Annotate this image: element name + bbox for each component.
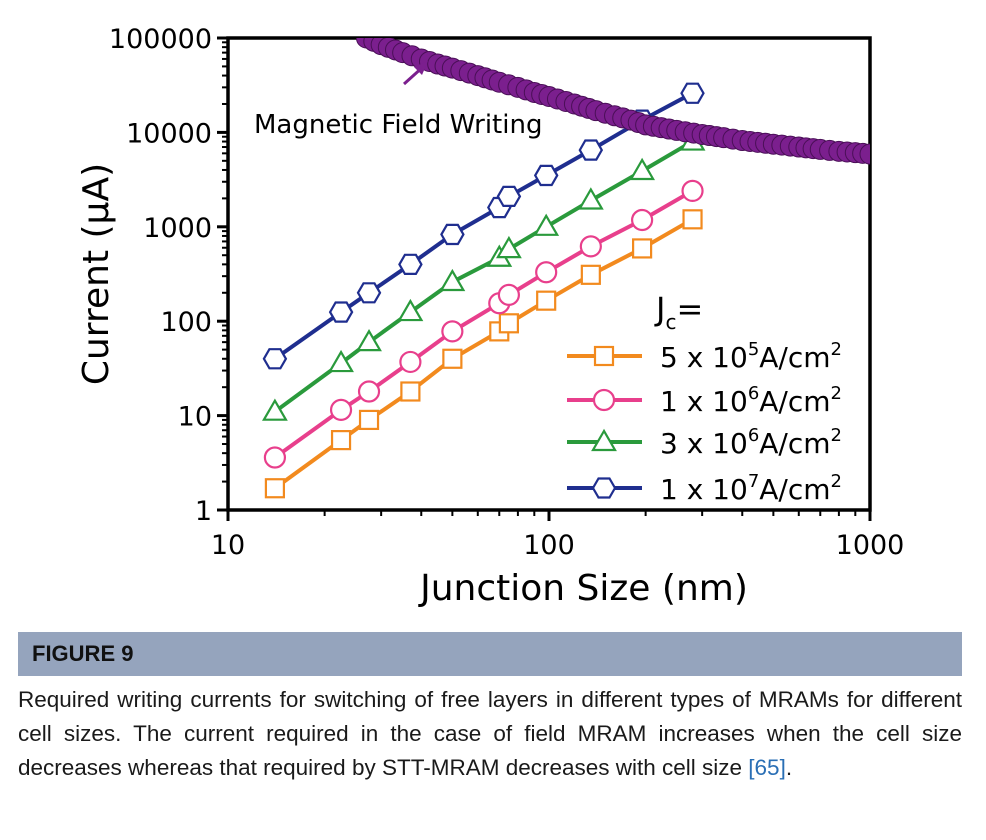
legend-title-subscript: c [665,310,676,334]
data-point [439,268,466,292]
data-point [498,313,519,334]
legend-label-part: A/cm [759,385,830,418]
data-point [441,320,464,343]
x-tick-label: 1000 [836,530,905,561]
data-point [632,238,653,259]
data-point [579,235,602,258]
data-point [397,298,424,322]
data-point [535,261,558,284]
data-point [263,446,287,469]
data-point [328,301,354,323]
legend-label: 1 x 107A/cm2 [660,471,842,506]
y-tick-label: 10000 [126,118,212,149]
legend-label-part: 6 [748,383,759,404]
x-axis-title: Junction Size (nm) [418,568,748,609]
data-point [533,213,560,236]
data-point [536,290,557,311]
legend-label-part: 7 [748,471,759,492]
legend-label-part: 2 [831,471,842,492]
legend-label-part: 2 [831,425,842,446]
caption-body: Required writing currents for switching … [18,687,962,780]
data-point [398,253,423,275]
legend-label-part: 6 [748,425,759,446]
data-point [577,187,604,210]
legend-entry: 1 x 107A/cm2 [567,471,842,506]
data-point [442,348,463,369]
legend-entry: 5 x 105A/cm2 [567,339,842,374]
figure-label: FIGURE 9 [32,641,134,666]
figure-caption: Required writing currents for switching … [18,683,962,785]
data-point [356,282,382,304]
legend-label: 1 x 106A/cm2 [660,383,842,418]
data-point [262,348,288,370]
data-point [357,380,381,403]
data-point [495,235,522,259]
data-point [682,209,703,230]
data-point [400,381,421,402]
legend-label-part: A/cm [759,473,830,506]
legend-marker [591,477,617,499]
legend-marker [591,428,617,452]
legend-label-part: 5 [748,339,759,360]
legend-label-part: 5 x 10 [660,341,748,374]
data-point [399,350,422,374]
data-point [578,139,604,161]
data-layer [261,38,870,499]
legend-label-part: 1 x 10 [660,473,748,506]
legend-label-part: 2 [831,383,842,404]
data-point [496,185,522,207]
x-tick-label: 100 [523,530,575,561]
data-point [580,264,601,285]
x-tick-label: 10 [211,530,245,561]
data-point [328,349,354,373]
legend-entry: 1 x 106A/cm2 [567,383,842,418]
y-tick-label: 100 [160,307,212,338]
data-point [329,398,353,421]
data-point [631,208,654,232]
legend-label-part: 2 [831,339,842,360]
series-5 [355,38,870,165]
data-point [330,430,352,451]
data-point [497,283,520,306]
citation-link[interactable]: [65] [748,755,786,780]
legend-title-equals: = [676,290,703,328]
y-tick-label: 100000 [109,24,212,55]
data-point [680,82,705,104]
legend-label-part: 1 x 10 [660,385,748,418]
y-axis-title: Current (μA) [76,163,117,385]
data-point [681,179,704,203]
legend-title: Jc= [654,290,703,334]
data-point [440,223,465,246]
data-point [261,398,288,421]
y-tick-label: 10 [178,402,212,433]
caption-end: . [785,755,793,780]
data-point [356,328,382,352]
data-point [533,164,559,187]
legend-label-part: A/cm [759,341,830,374]
field-writing-marker [859,143,870,165]
y-tick-label: 1000 [143,213,212,244]
data-point [264,478,286,499]
legend-label-part: A/cm [759,427,830,460]
legend-entry: 3 x 106A/cm2 [567,425,842,460]
series-1 [264,209,703,499]
series-2 [263,179,704,469]
data-point [358,409,380,431]
legend-marker [593,345,615,367]
legend-label: 5 x 105A/cm2 [660,339,842,374]
legend-title-main: J [654,290,665,328]
figure-label-bar: FIGURE 9 [18,632,962,676]
y-tick-label: 1 [195,496,212,527]
series-3 [261,128,706,421]
data-point [629,157,656,181]
field-writing-annotation: Magnetic Field Writing [254,110,542,140]
legend-marker [592,388,616,412]
annotation-arrow [402,61,428,86]
legend-label: 3 x 106A/cm2 [660,425,842,460]
legend-label-part: 3 x 10 [660,427,748,460]
